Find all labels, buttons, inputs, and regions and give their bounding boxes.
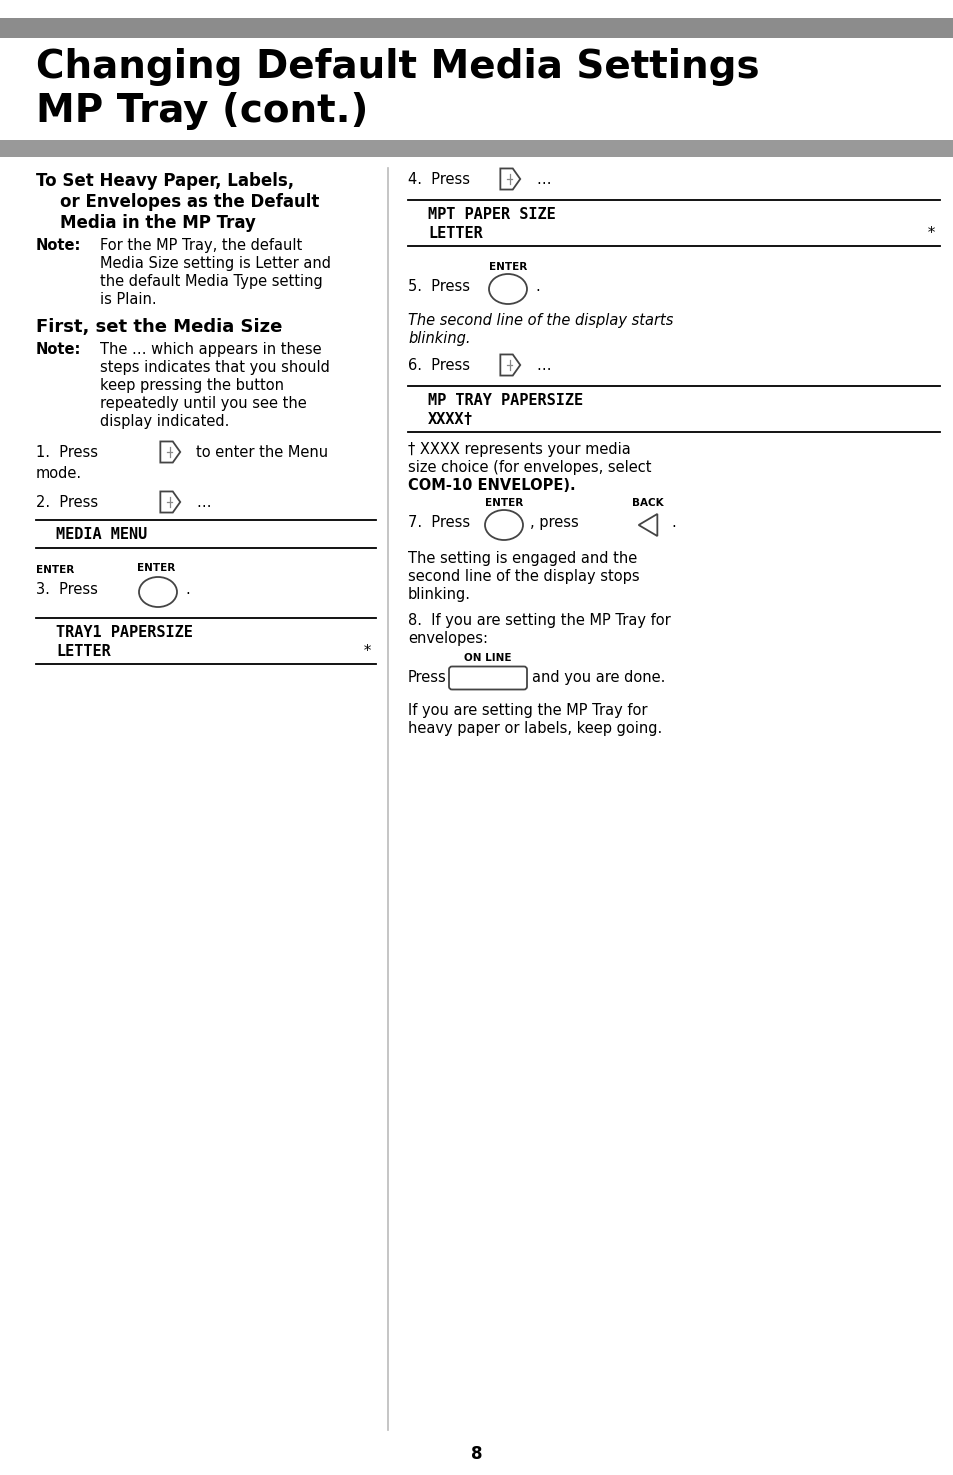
Text: , press: , press	[530, 515, 578, 530]
Text: † XXXX represents your media: † XXXX represents your media	[408, 442, 630, 457]
Text: to enter the Menu: to enter the Menu	[195, 445, 328, 460]
Text: MEDIA MENU: MEDIA MENU	[56, 527, 147, 541]
Text: To Set Heavy Paper, Labels,: To Set Heavy Paper, Labels,	[36, 173, 294, 190]
Text: MPT PAPER SIZE: MPT PAPER SIZE	[428, 207, 556, 223]
Text: .: .	[535, 279, 539, 294]
Text: First, set the Media Size: First, set the Media Size	[36, 319, 282, 336]
Text: 8: 8	[471, 1446, 482, 1463]
Text: ENTER: ENTER	[36, 565, 74, 575]
Text: blinking.: blinking.	[408, 587, 471, 602]
Text: Note:: Note:	[36, 237, 81, 254]
Text: The … which appears in these: The … which appears in these	[100, 342, 321, 357]
Text: Press: Press	[408, 670, 446, 684]
Text: LETTER: LETTER	[56, 645, 111, 659]
Text: mode.: mode.	[36, 466, 82, 481]
Text: 6.  Press: 6. Press	[408, 358, 470, 373]
Text: MP TRAY PAPERSIZE: MP TRAY PAPERSIZE	[428, 392, 582, 409]
Text: MP Tray (cont.): MP Tray (cont.)	[36, 91, 368, 130]
Text: 4.  Press: 4. Press	[408, 173, 470, 187]
Text: *: *	[926, 226, 935, 240]
Text: BACK: BACK	[632, 499, 663, 507]
Text: or Envelopes as the Default: or Envelopes as the Default	[60, 193, 319, 211]
Text: COM-10 ENVELOPE).: COM-10 ENVELOPE).	[408, 478, 575, 493]
Text: TRAY1 PAPERSIZE: TRAY1 PAPERSIZE	[56, 625, 193, 640]
Text: 7.  Press: 7. Press	[408, 515, 470, 530]
Text: heavy paper or labels, keep going.: heavy paper or labels, keep going.	[408, 721, 661, 736]
Text: the default Media Type setting: the default Media Type setting	[100, 274, 322, 289]
Text: size choice (for envelopes, select: size choice (for envelopes, select	[408, 460, 651, 475]
Text: 3.  Press: 3. Press	[36, 583, 98, 597]
Text: Media Size setting is Letter and: Media Size setting is Letter and	[100, 257, 331, 271]
Text: envelopes:: envelopes:	[408, 631, 488, 646]
Text: The setting is engaged and the: The setting is engaged and the	[408, 552, 637, 566]
Text: Changing Default Media Settings: Changing Default Media Settings	[36, 49, 759, 86]
Text: ON LINE: ON LINE	[464, 653, 511, 662]
Text: …: …	[536, 358, 550, 373]
Text: steps indicates that you should: steps indicates that you should	[100, 360, 330, 375]
Text: ENTER: ENTER	[136, 563, 175, 572]
Text: *: *	[362, 645, 372, 659]
Text: second line of the display stops: second line of the display stops	[408, 569, 639, 584]
Text: Note:: Note:	[36, 342, 81, 357]
Text: is Plain.: is Plain.	[100, 292, 156, 307]
Text: ENTER: ENTER	[488, 263, 527, 271]
Text: …: …	[536, 173, 550, 187]
Text: For the MP Tray, the default: For the MP Tray, the default	[100, 237, 302, 254]
Text: blinking.: blinking.	[408, 330, 470, 347]
Bar	[0, 140, 953, 156]
Text: The second line of the display starts: The second line of the display starts	[408, 313, 673, 327]
Text: LETTER: LETTER	[428, 226, 482, 240]
Text: repeatedly until you see the: repeatedly until you see the	[100, 395, 307, 412]
Text: 5.  Press: 5. Press	[408, 279, 470, 294]
Text: 1.  Press: 1. Press	[36, 445, 98, 460]
Text: .: .	[185, 583, 190, 597]
Bar	[0, 18, 953, 38]
Text: display indicated.: display indicated.	[100, 414, 229, 429]
Text: and you are done.: and you are done.	[532, 670, 664, 684]
Text: Media in the MP Tray: Media in the MP Tray	[60, 214, 255, 232]
Text: .: .	[670, 515, 675, 530]
Text: XXXX†: XXXX†	[428, 412, 473, 426]
Text: 8.  If you are setting the MP Tray for: 8. If you are setting the MP Tray for	[408, 614, 670, 628]
Text: ENTER: ENTER	[484, 499, 522, 507]
Text: …: …	[195, 496, 211, 510]
Text: If you are setting the MP Tray for: If you are setting the MP Tray for	[408, 704, 647, 718]
Text: keep pressing the button: keep pressing the button	[100, 378, 284, 392]
Text: 2.  Press: 2. Press	[36, 496, 98, 510]
